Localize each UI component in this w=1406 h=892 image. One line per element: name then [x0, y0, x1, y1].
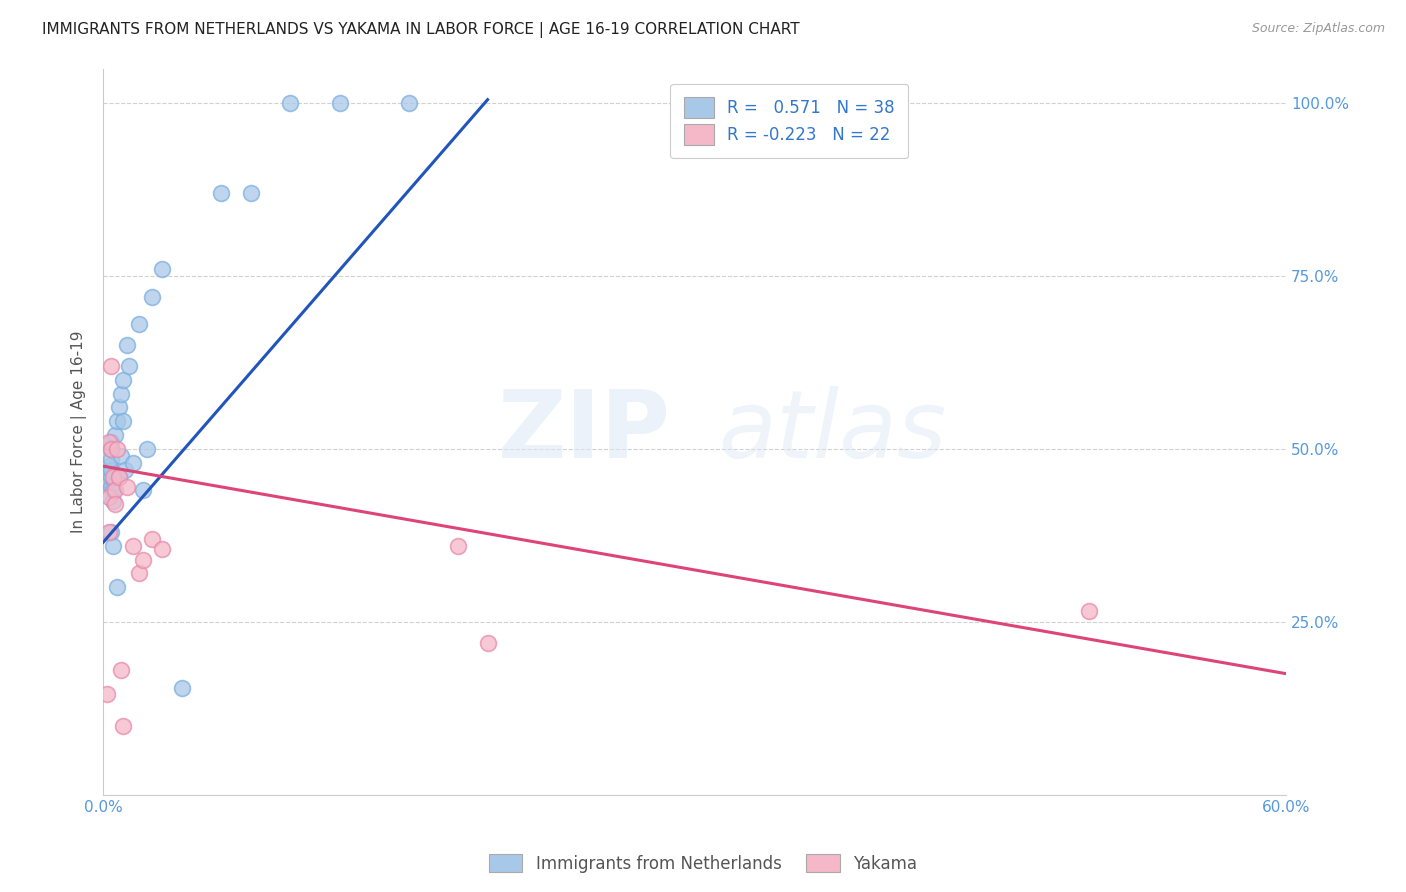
Y-axis label: In Labor Force | Age 16-19: In Labor Force | Age 16-19: [72, 330, 87, 533]
Point: [115, 338, 138, 352]
Point: [100, 452, 122, 467]
Point: [96, 487, 118, 501]
Point: [100, 524, 122, 539]
Point: [121, 456, 143, 470]
Point: [128, 318, 150, 332]
Point: [105, 414, 128, 428]
Point: [150, 542, 173, 557]
Point: [115, 480, 138, 494]
Point: [98, 491, 121, 505]
Point: [98, 473, 121, 487]
Point: [240, 186, 263, 200]
Point: [101, 483, 124, 498]
Point: [100, 463, 122, 477]
Text: IMMIGRANTS FROM NETHERLANDS VS YAKAMA IN LABOR FORCE | AGE 16-19 CORRELATION CHA: IMMIGRANTS FROM NETHERLANDS VS YAKAMA IN…: [42, 22, 800, 38]
Point: [108, 469, 131, 483]
Point: [98, 434, 121, 449]
Point: [131, 483, 153, 498]
Point: [111, 373, 134, 387]
Point: [170, 681, 193, 695]
Point: [100, 359, 122, 373]
Point: [447, 539, 470, 553]
Point: [110, 386, 132, 401]
Point: [398, 96, 420, 111]
Point: [141, 532, 163, 546]
Point: [114, 463, 136, 477]
Point: [141, 290, 163, 304]
Point: [104, 428, 127, 442]
Point: [101, 539, 124, 553]
Text: Source: ZipAtlas.com: Source: ZipAtlas.com: [1251, 22, 1385, 36]
Point: [108, 401, 131, 415]
Point: [477, 635, 499, 649]
Point: [100, 442, 122, 456]
Point: [98, 459, 121, 474]
Point: [110, 449, 132, 463]
Legend: Immigrants from Netherlands, Yakama: Immigrants from Netherlands, Yakama: [482, 847, 924, 880]
Point: [111, 718, 134, 732]
Point: [105, 442, 128, 456]
Text: atlas: atlas: [718, 386, 946, 477]
Point: [1077, 604, 1099, 618]
Point: [101, 493, 124, 508]
Point: [101, 469, 124, 483]
Point: [98, 466, 121, 480]
Point: [100, 442, 122, 456]
Point: [280, 96, 302, 111]
Point: [329, 96, 352, 111]
Point: [104, 497, 127, 511]
Point: [108, 469, 131, 483]
Point: [211, 186, 233, 200]
Legend: R =   0.571   N = 38, R = -0.223   N = 22: R = 0.571 N = 38, R = -0.223 N = 22: [671, 84, 908, 158]
Point: [100, 480, 122, 494]
Point: [100, 434, 122, 449]
Point: [135, 442, 157, 456]
Point: [121, 539, 143, 553]
Text: ZIP: ZIP: [498, 385, 671, 477]
Point: [96, 687, 118, 701]
Point: [110, 663, 132, 677]
Point: [104, 483, 127, 498]
Point: [118, 359, 141, 373]
Point: [100, 469, 122, 483]
Point: [105, 580, 128, 594]
Point: [98, 524, 121, 539]
Point: [131, 552, 153, 566]
Point: [128, 566, 150, 581]
Point: [150, 262, 173, 277]
Point: [111, 414, 134, 428]
